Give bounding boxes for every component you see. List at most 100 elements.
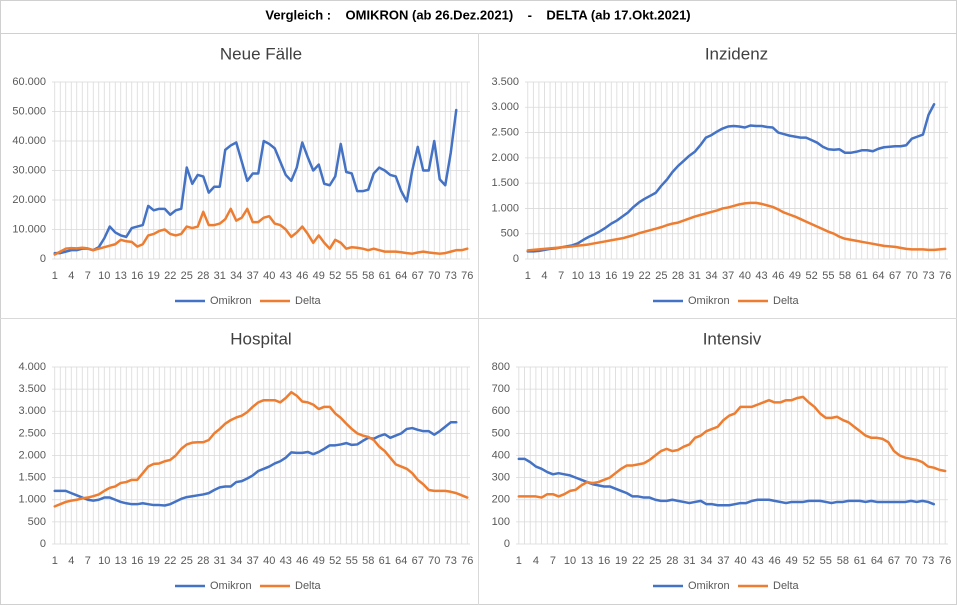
x-tick-label: 13 bbox=[581, 555, 593, 567]
x-tick-label: 58 bbox=[837, 555, 849, 567]
x-tick-label: 7 bbox=[558, 270, 564, 282]
x-tick-label: 49 bbox=[786, 555, 798, 567]
x-tick-label: 28 bbox=[672, 270, 684, 282]
x-tick-label: 28 bbox=[197, 555, 209, 567]
x-tick-label: 22 bbox=[164, 555, 176, 567]
y-tick-label: 50.000 bbox=[12, 105, 46, 117]
x-tick-label: 19 bbox=[615, 555, 627, 567]
x-tick-label: 43 bbox=[755, 270, 767, 282]
series-line bbox=[517, 395, 947, 499]
y-tick-label: 2.500 bbox=[491, 126, 519, 138]
x-tick-label: 73 bbox=[445, 555, 457, 567]
x-tick-label: 73 bbox=[922, 270, 934, 282]
x-tick-label: 61 bbox=[379, 555, 391, 567]
legend-label: Delta bbox=[295, 295, 322, 307]
x-tick-label: 13 bbox=[115, 555, 127, 567]
x-tick-label: 67 bbox=[412, 270, 424, 282]
legend-label: Delta bbox=[773, 580, 800, 592]
y-tick-label: 400 bbox=[492, 449, 510, 461]
x-tick-label: 46 bbox=[772, 270, 784, 282]
y-tick-label: 3.500 bbox=[18, 383, 46, 395]
series-line bbox=[526, 201, 947, 252]
x-tick-label: 28 bbox=[666, 555, 678, 567]
x-tick-label: 46 bbox=[769, 555, 781, 567]
x-tick-label: 1 bbox=[52, 270, 58, 282]
x-tick-label: 70 bbox=[906, 270, 918, 282]
x-tick-label: 55 bbox=[820, 555, 832, 567]
x-tick-label: 67 bbox=[889, 270, 901, 282]
page-title: Vergleich : OMIKRON (ab 26.Dez.2021) - D… bbox=[265, 7, 690, 22]
legend-label: Omikron bbox=[688, 295, 730, 307]
y-tick-label: 30.000 bbox=[12, 164, 46, 176]
y-tick-label: 3.000 bbox=[491, 101, 519, 113]
x-tick-label: 58 bbox=[362, 555, 374, 567]
y-tick-label: 500 bbox=[28, 516, 46, 528]
x-tick-label: 16 bbox=[131, 555, 143, 567]
x-tick-label: 25 bbox=[181, 555, 193, 567]
x-tick-label: 43 bbox=[751, 555, 763, 567]
x-tick-label: 7 bbox=[85, 555, 91, 567]
x-tick-label: 61 bbox=[379, 270, 391, 282]
x-tick-label: 1 bbox=[525, 270, 531, 282]
legend-label: Omikron bbox=[210, 580, 252, 592]
y-tick-label: 100 bbox=[492, 516, 510, 528]
y-tick-label: 40.000 bbox=[12, 135, 46, 147]
x-tick-label: 34 bbox=[230, 555, 242, 567]
x-tick-label: 64 bbox=[871, 555, 883, 567]
series-line bbox=[53, 390, 469, 508]
y-tick-label: 20.000 bbox=[12, 194, 46, 206]
x-tick-label: 25 bbox=[655, 270, 667, 282]
x-tick-label: 1 bbox=[516, 555, 522, 567]
x-tick-label: 40 bbox=[263, 270, 275, 282]
x-tick-label: 76 bbox=[939, 270, 951, 282]
x-tick-label: 52 bbox=[803, 555, 815, 567]
x-tick-label: 37 bbox=[722, 270, 734, 282]
x-tick-label: 4 bbox=[541, 270, 547, 282]
y-tick-label: 600 bbox=[492, 405, 510, 417]
x-tick-label: 10 bbox=[572, 270, 584, 282]
series-line bbox=[526, 103, 936, 253]
x-tick-label: 73 bbox=[922, 555, 934, 567]
chart: Inzidenz 0 500 1.000 1.500 2.000 2.500 3.000 3.5… bbox=[491, 44, 951, 306]
x-tick-label: 64 bbox=[872, 270, 884, 282]
y-tick-label: 0 bbox=[40, 253, 46, 265]
x-tick-label: 16 bbox=[131, 270, 143, 282]
y-tick-label: 1.000 bbox=[491, 202, 519, 214]
chart: Intensiv 0 100 200 300 400 500 600 700 800 1 4 7 10 13… bbox=[492, 329, 952, 591]
chart: Neue Fälle 0 10.000 20.000 30.000 40.000 50.00… bbox=[12, 44, 473, 306]
chart-title: Hospital bbox=[230, 329, 291, 348]
x-tick-label: 25 bbox=[181, 270, 193, 282]
x-tick-label: 16 bbox=[598, 555, 610, 567]
x-tick-label: 10 bbox=[98, 555, 110, 567]
x-tick-label: 31 bbox=[214, 270, 226, 282]
x-tick-label: 10 bbox=[98, 270, 110, 282]
x-tick-label: 43 bbox=[280, 555, 292, 567]
x-tick-label: 19 bbox=[622, 270, 634, 282]
x-tick-label: 73 bbox=[445, 270, 457, 282]
x-tick-label: 55 bbox=[346, 270, 358, 282]
x-tick-label: 19 bbox=[148, 555, 160, 567]
legend-label: Omikron bbox=[688, 580, 730, 592]
y-tick-label: 2.000 bbox=[18, 449, 46, 461]
x-tick-label: 22 bbox=[164, 270, 176, 282]
x-tick-label: 64 bbox=[395, 555, 407, 567]
x-tick-label: 4 bbox=[533, 555, 539, 567]
x-tick-label: 4 bbox=[68, 270, 74, 282]
x-tick-label: 40 bbox=[739, 270, 751, 282]
x-tick-label: 4 bbox=[68, 555, 74, 567]
x-tick-label: 55 bbox=[346, 555, 358, 567]
y-tick-label: 700 bbox=[492, 383, 510, 395]
x-tick-label: 34 bbox=[705, 270, 717, 282]
y-tick-label: 500 bbox=[492, 427, 510, 439]
x-tick-label: 31 bbox=[214, 555, 226, 567]
legend-label: Omikron bbox=[210, 295, 252, 307]
x-tick-label: 46 bbox=[296, 555, 308, 567]
series-line bbox=[53, 108, 458, 255]
x-tick-label: 76 bbox=[461, 555, 473, 567]
x-tick-label: 7 bbox=[550, 555, 556, 567]
x-tick-label: 46 bbox=[296, 270, 308, 282]
x-tick-label: 31 bbox=[689, 270, 701, 282]
y-tick-label: 2.500 bbox=[18, 427, 46, 439]
y-tick-label: 1.500 bbox=[18, 472, 46, 484]
